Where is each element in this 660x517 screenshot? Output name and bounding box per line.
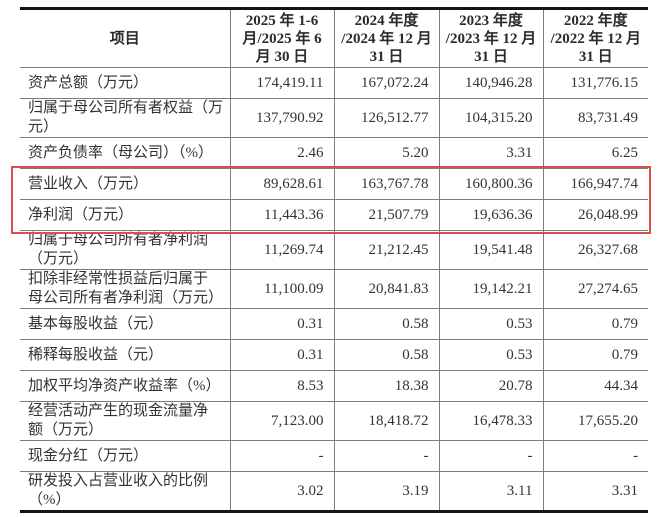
row-value: 0.53 — [438, 339, 543, 371]
row-value: 137,790.92 — [229, 98, 334, 138]
row-label: 基本每股收益（元） — [20, 308, 230, 340]
header-period-2024: 2024 年度 /2024 年 12 月 31 日 — [333, 8, 439, 68]
row-label: 资产负债率（母公司）（%） — [20, 137, 230, 169]
row-value: 11,100.09 — [229, 269, 334, 309]
row-value: 167,072.24 — [333, 67, 439, 99]
row-value: 166,947.74 — [542, 168, 648, 200]
row-value: - — [333, 440, 439, 472]
row-value: 160,800.36 — [438, 168, 543, 200]
row-value: 83,731.49 — [542, 98, 648, 138]
row-label: 资产总额（万元） — [20, 67, 230, 99]
row-label: 归属于母公司所有者净利润 （万元） — [20, 230, 230, 270]
row-value: 16,478.33 — [438, 401, 543, 441]
row-label: 扣除非经常性损益后归属于 母公司所有者净利润（万元） — [20, 269, 230, 309]
row-value: 44.34 — [542, 370, 648, 402]
row-label: 营业收入（万元） — [20, 168, 230, 200]
table-row: 稀释每股收益（元） 0.31 0.58 0.53 0.79 — [20, 339, 648, 371]
row-label: 经营活动产生的现金流量净 额（万元） — [20, 401, 230, 441]
row-value: 17,655.20 — [542, 401, 648, 441]
table-row: 营业收入（万元） 89,628.61 163,767.78 160,800.36 166… — [20, 168, 648, 200]
header-item-column: 项目 — [20, 8, 230, 68]
row-value: 21,212.45 — [333, 230, 439, 270]
row-label: 净利润（万元） — [20, 199, 230, 231]
row-value: 26,327.68 — [542, 230, 648, 270]
row-value: 3.31 — [438, 137, 543, 169]
row-value: 0.53 — [438, 308, 543, 340]
financial-table-container: 项目 2025 年 1-6 月/2025 年 6 月 30 日 2024 年度 … — [11, 7, 651, 513]
row-value: 140,946.28 — [438, 67, 543, 99]
table-row: 研发投入占营业收入的比例 （%） 3.02 3.19 3.11 3.31 — [20, 471, 648, 512]
row-value: 0.58 — [333, 308, 439, 340]
table-row: 归属于母公司所有者权益（万 元） 137,790.92 126,512.77 104,… — [20, 98, 648, 138]
row-value: 3.11 — [438, 471, 543, 512]
row-value: 6.25 — [542, 137, 648, 169]
row-value: 19,541.48 — [438, 230, 543, 270]
row-label: 归属于母公司所有者权益（万 元） — [20, 98, 230, 138]
row-label: 现金分红（万元） — [20, 440, 230, 472]
table-row: 资产总额（万元） 174,419.11 167,072.24 140,946.28 13… — [20, 67, 648, 99]
row-label: 稀释每股收益（元） — [20, 339, 230, 371]
row-value: 104,315.20 — [438, 98, 543, 138]
table-row: 现金分红（万元） - - - - — [20, 440, 648, 472]
row-value: 0.31 — [229, 308, 334, 340]
row-value: - — [229, 440, 334, 472]
table-row: 经营活动产生的现金流量净 额（万元） 7,123.00 18,418.72 16,47… — [20, 401, 648, 441]
row-label: 加权平均净资产收益率（%） — [20, 370, 230, 402]
header-period-2023: 2023 年度 /2023 年 12 月 31 日 — [438, 8, 543, 68]
row-value: 5.20 — [333, 137, 439, 169]
row-value: - — [438, 440, 543, 472]
row-value: 20,841.83 — [333, 269, 439, 309]
row-value: 27,274.65 — [542, 269, 648, 309]
table-row: 扣除非经常性损益后归属于 母公司所有者净利润（万元） 11,100.09 20,84… — [20, 269, 648, 309]
row-value: 89,628.61 — [229, 168, 334, 200]
row-value: - — [542, 440, 648, 472]
row-value: 174,419.11 — [229, 67, 334, 99]
table-row: 净利润（万元） 11,443.36 21,507.79 19,636.36 26,048… — [20, 199, 648, 231]
row-value: 7,123.00 — [229, 401, 334, 441]
header-row: 项目 2025 年 1-6 月/2025 年 6 月 30 日 2024 年度 … — [20, 8, 648, 68]
row-value: 18,418.72 — [333, 401, 439, 441]
row-value: 131,776.15 — [542, 67, 648, 99]
row-value: 0.58 — [333, 339, 439, 371]
row-value: 21,507.79 — [333, 199, 439, 231]
row-label: 研发投入占营业收入的比例 （%） — [28, 473, 209, 508]
row-value: 11,443.36 — [229, 199, 334, 231]
table-row: 加权平均净资产收益率（%） 8.53 18.38 20.78 44.34 — [20, 370, 648, 402]
table-row: 资产负债率（母公司）（%） 2.46 5.20 3.31 6.25 — [20, 137, 648, 169]
financial-indicators-table: 项目 2025 年 1-6 月/2025 年 6 月 30 日 2024 年度 … — [20, 7, 648, 513]
row-value: 3.19 — [333, 471, 439, 512]
header-period-2022: 2022 年度 /2022 年 12 月 31 日 — [542, 8, 648, 68]
row-value: 3.31 — [542, 471, 648, 512]
row-value: 11,269.74 — [229, 230, 334, 270]
row-value: 19,636.36 — [438, 199, 543, 231]
row-value: 0.31 — [229, 339, 334, 371]
header-period-2025: 2025 年 1-6 月/2025 年 6 月 30 日 — [229, 8, 334, 68]
row-value: 8.53 — [229, 370, 334, 402]
row-value: 0.79 — [542, 339, 648, 371]
row-value: 20.78 — [438, 370, 543, 402]
row-value: 3.02 — [229, 471, 334, 512]
table-row: 归属于母公司所有者净利润 （万元） 11,269.74 21,212.45 19,54… — [20, 230, 648, 270]
row-value: 26,048.99 — [542, 199, 648, 231]
table-row: 基本每股收益（元） 0.31 0.58 0.53 0.79 — [20, 308, 648, 340]
row-value: 126,512.77 — [333, 98, 439, 138]
row-value: 163,767.78 — [333, 168, 439, 200]
row-value: 2.46 — [229, 137, 334, 169]
row-value: 0.79 — [542, 308, 648, 340]
row-value: 18.38 — [333, 370, 439, 402]
row-value: 19,142.21 — [438, 269, 543, 309]
